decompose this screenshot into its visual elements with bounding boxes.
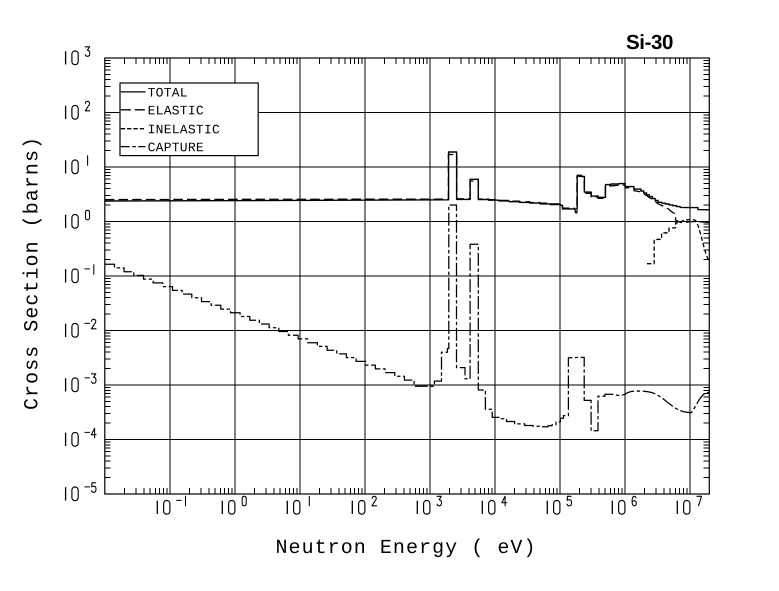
svg-text:Neutron Energy ( eV): Neutron Energy ( eV) (275, 537, 536, 560)
svg-text:CAPTURE: CAPTURE (148, 140, 204, 155)
svg-text:Si-30: Si-30 (626, 31, 673, 54)
svg-text:ELASTIC: ELASTIC (148, 103, 204, 118)
svg-text:TOTAL: TOTAL (148, 86, 188, 101)
svg-text:Cross Section (barns): Cross Section (barns) (22, 136, 45, 410)
svg-text:INELASTIC: INELASTIC (148, 122, 220, 137)
